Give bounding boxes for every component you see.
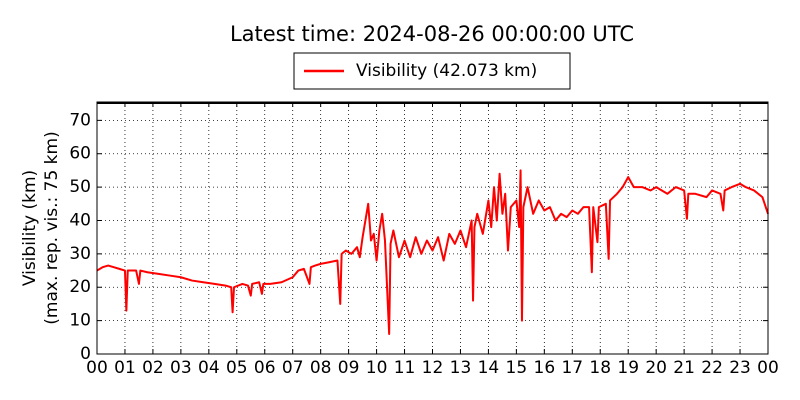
x-tick-label: 14 — [478, 358, 500, 378]
x-tick-label: 19 — [617, 358, 639, 378]
legend-label: Visibility (42.073 km) — [356, 61, 537, 81]
x-tick-label: 04 — [198, 358, 220, 378]
x-tick-label: 00 — [86, 358, 108, 378]
x-tick-label: 12 — [422, 358, 444, 378]
x-tick-label: 08 — [310, 358, 332, 378]
x-tick-label: 18 — [589, 358, 611, 378]
x-tick-label: 03 — [170, 358, 192, 378]
y-tick-label: 60 — [69, 144, 91, 164]
x-tick-label: 11 — [394, 358, 416, 378]
series-line — [96, 169, 769, 335]
y-tick-label: 20 — [69, 277, 91, 297]
y-tick-label: 70 — [69, 110, 91, 130]
y-tick-label: 0 — [80, 344, 91, 364]
x-tick-label: 23 — [729, 358, 751, 378]
x-tick-label: 20 — [645, 358, 667, 378]
x-tick-label: 16 — [534, 358, 556, 378]
y-tick-label: 50 — [69, 177, 91, 197]
y-tick-label: 10 — [69, 311, 91, 331]
x-tick-label: 09 — [338, 358, 360, 378]
y-axis-label: (max. rep. vis.: 75 km) — [42, 131, 62, 324]
chart-title: Latest time: 2024-08-26 00:00:00 UTC — [230, 22, 634, 46]
x-tick-label: 10 — [366, 358, 388, 378]
x-tick-label: 01 — [114, 358, 136, 378]
x-tick-label: 02 — [142, 358, 164, 378]
y-tick-label: 30 — [69, 244, 91, 264]
y-axis-label: Visibility (km) — [20, 170, 40, 286]
axes-frame — [96, 101, 769, 355]
x-tick-label: 13 — [450, 358, 472, 378]
x-tick-label: 21 — [673, 358, 695, 378]
x-tick-label: 17 — [561, 358, 583, 378]
y-tick-label: 40 — [69, 210, 91, 230]
x-tick-label: 22 — [701, 358, 723, 378]
x-tick-label: 15 — [506, 358, 528, 378]
x-tick-label: 06 — [254, 358, 276, 378]
x-tick-label: 00 — [757, 358, 779, 378]
x-tick-label: 05 — [226, 358, 248, 378]
x-tick-label: 07 — [282, 358, 304, 378]
